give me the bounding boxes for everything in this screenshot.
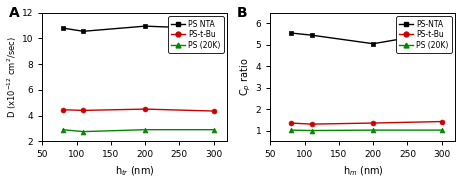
Text: B: B bbox=[237, 6, 248, 20]
X-axis label: h$_{m}$ (nm): h$_{m}$ (nm) bbox=[343, 165, 383, 178]
Y-axis label: C$_p$ ratio: C$_p$ ratio bbox=[238, 58, 253, 96]
Text: A: A bbox=[9, 6, 20, 20]
Legend: PS NTA, PS-t-Bu, PS (20K): PS NTA, PS-t-Bu, PS (20K) bbox=[168, 16, 224, 53]
Y-axis label: D (x10$^{-12}$ cm$^{2}$/sec): D (x10$^{-12}$ cm$^{2}$/sec) bbox=[6, 36, 19, 118]
X-axis label: h$_{tr}$ (nm): h$_{tr}$ (nm) bbox=[115, 165, 154, 178]
Legend: PS-NTA, PS-t-Bu, PS (20K): PS-NTA, PS-t-Bu, PS (20K) bbox=[396, 16, 452, 53]
